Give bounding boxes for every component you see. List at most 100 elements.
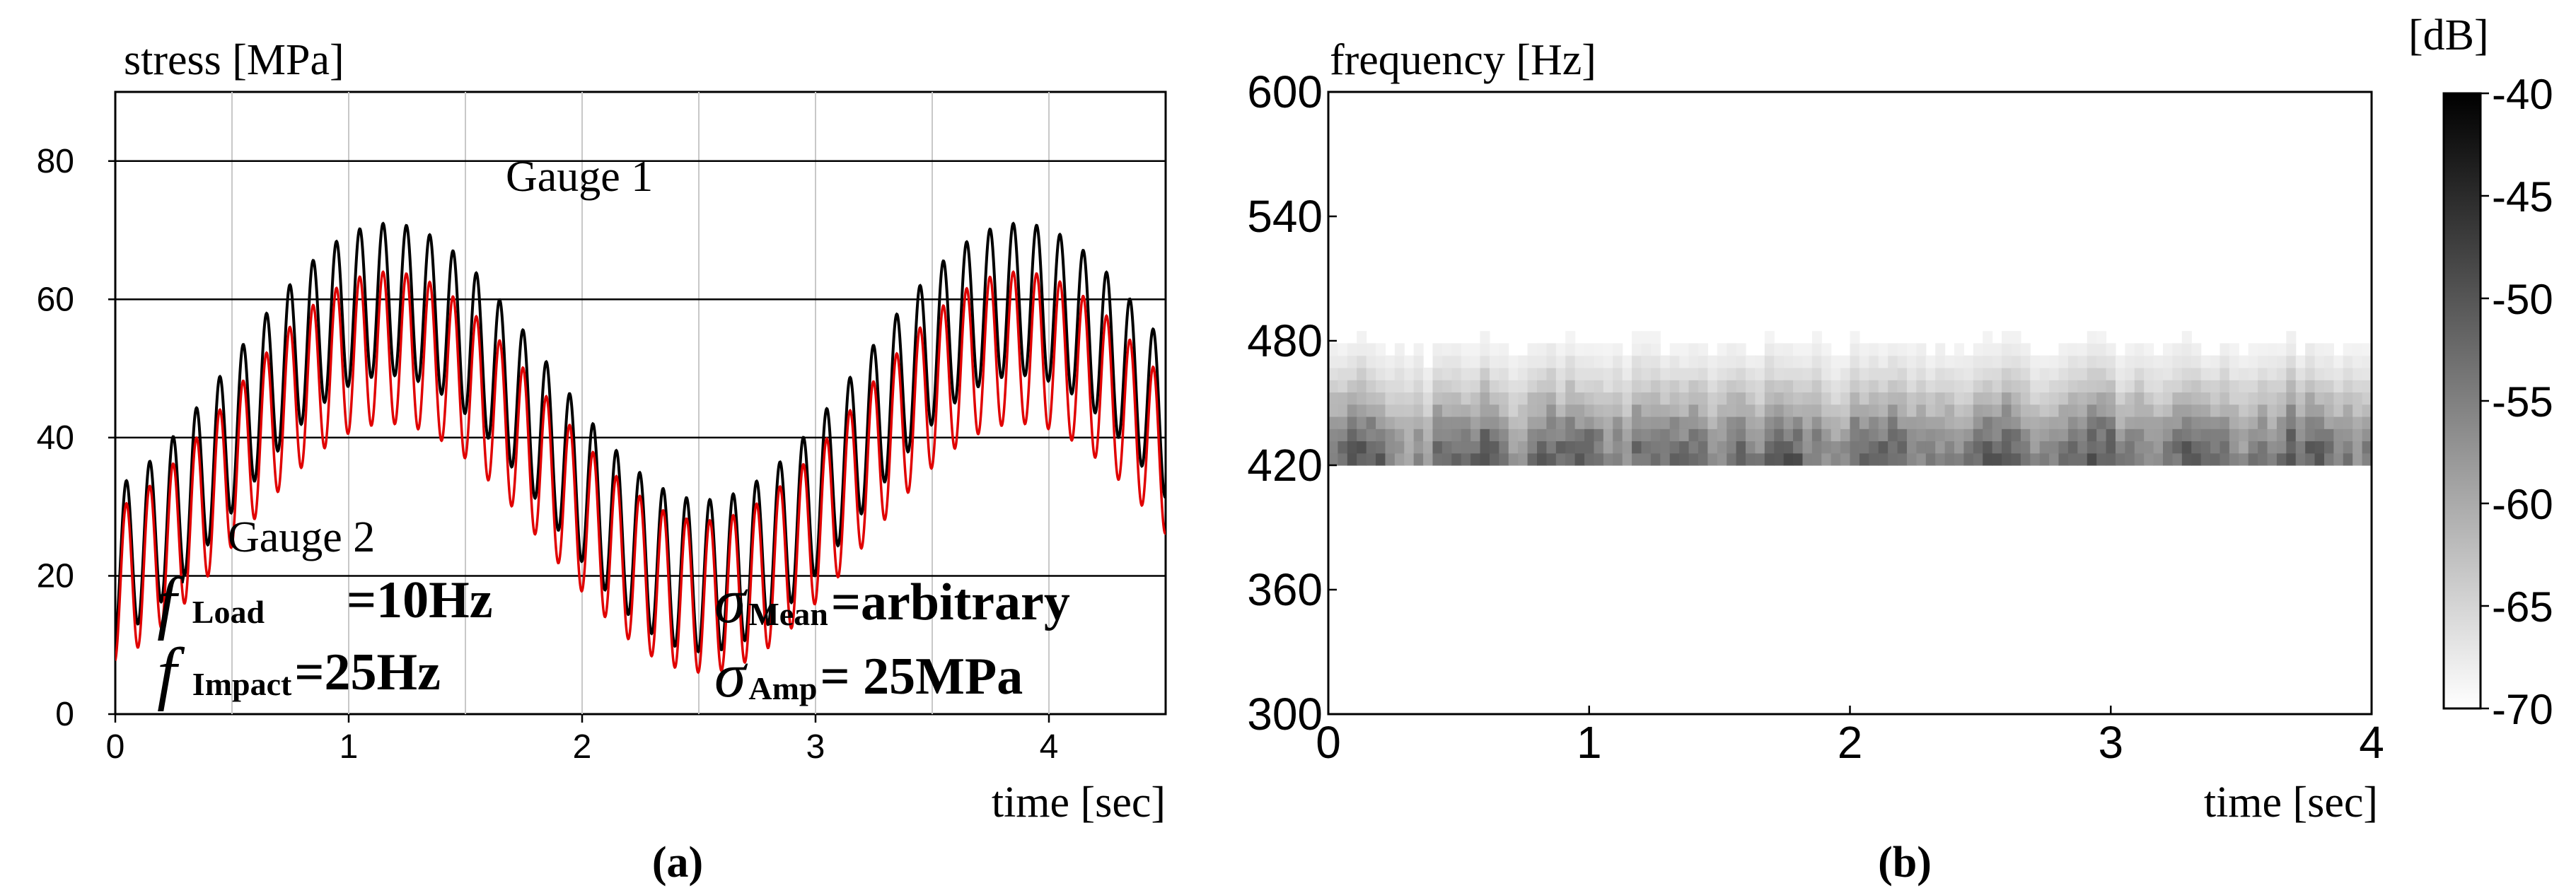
spectrogram-cell: [2067, 380, 2078, 393]
spectrogram-cell: [1489, 404, 1499, 417]
spectrogram-cell: [1650, 416, 1661, 429]
spectrogram-cell: [1746, 428, 1756, 442]
spectrogram-cell: [1992, 355, 2002, 368]
spectrogram-cell: [2115, 404, 2125, 417]
spectrogram-cell: [2181, 343, 2192, 356]
spectrogram-cell: [1376, 453, 1386, 466]
spectrogram-cell: [2200, 355, 2211, 368]
spectrogram-cell: [1632, 453, 1642, 466]
spectrogram-cell: [2323, 416, 2334, 429]
spectrogram-cell: [1603, 440, 1613, 454]
spectrogram-cell: [2276, 440, 2287, 454]
spectrogram-cell: [2362, 355, 2372, 368]
spectrogram-cell: [1774, 392, 1785, 405]
panel-a-x-ticks: 0 1 2 3 4: [106, 714, 1058, 766]
spectrogram-cell: [2106, 380, 2116, 393]
spectrogram-cell: [1489, 355, 1499, 368]
spectrogram-cell: [1622, 355, 1632, 368]
spectrogram-cell: [1727, 343, 1737, 356]
spectrogram-cell: [1669, 416, 1680, 429]
spectrogram-cell: [1385, 367, 1396, 380]
spectrogram-cell: [1679, 367, 1690, 380]
spectrogram-cell: [2058, 440, 2069, 454]
spectrogram-cell: [1518, 367, 1528, 380]
spectrogram-cell: [1897, 380, 1908, 393]
spectrogram-cell: [2362, 428, 2372, 442]
spectrogram-cell: [1347, 367, 1357, 380]
spectrogram-cell: [1774, 404, 1785, 417]
spectrogram-cell: [1821, 355, 1832, 368]
spectrogram-cell: [1480, 404, 1490, 417]
spectrogram-cell: [1831, 355, 1841, 368]
spectrogram-cell: [2125, 416, 2135, 429]
spectrogram-cell: [1774, 428, 1785, 442]
sigma-mean-subscript: Mean: [748, 596, 828, 632]
spectrogram-cell: [2115, 428, 2125, 442]
spectrogram-cell: [1622, 367, 1632, 380]
spectrogram-cell: [2352, 428, 2363, 442]
spectrogram-cell: [1869, 453, 1879, 466]
spectrogram-cell: [1508, 440, 1519, 454]
spectrogram-cell: [2258, 453, 2268, 466]
spectrogram-cell: [1802, 380, 1813, 393]
spectrogram-cell: [1660, 453, 1671, 466]
spectrogram-cell: [2343, 367, 2353, 380]
spectrogram-cell: [1878, 392, 1889, 405]
spectrogram-cell: [2077, 392, 2088, 405]
spectrogram-cell: [1613, 404, 1623, 417]
spectrogram-cell: [1518, 380, 1528, 393]
spectrogram-cell: [1669, 367, 1680, 380]
spectrogram-cell: [2172, 355, 2183, 368]
spectrogram-cell: [2200, 428, 2211, 442]
spectrogram-cell: [1679, 404, 1690, 417]
spectrogram-cell: [2096, 343, 2107, 356]
spectrogram-cell: [1954, 440, 1965, 454]
spectrogram-cell: [1774, 355, 1785, 368]
spectrogram-cell: [2305, 404, 2316, 417]
colorbar-tick-label: -40: [2492, 71, 2553, 118]
spectrogram-cell: [1688, 367, 1699, 380]
spectrogram-cell: [1897, 416, 1908, 429]
spectrogram-cell: [1973, 380, 1983, 393]
sigma-amp-value: = 25MPa: [820, 648, 1023, 706]
spectrogram-cell: [2049, 380, 2060, 393]
spectrogram-cell: [1347, 404, 1357, 417]
f-load-subscript: Load: [192, 594, 265, 630]
spectrogram-cell: [1357, 331, 1367, 344]
spectrogram-cell: [1603, 416, 1613, 429]
spectrogram-cell: [1632, 380, 1642, 393]
spectrogram-cell: [1594, 404, 1604, 417]
spectrogram-cell: [1992, 453, 2002, 466]
spectrogram-cell: [1366, 453, 1376, 466]
spectrogram-cell: [2258, 367, 2268, 380]
spectrogram-cell: [2011, 453, 2021, 466]
spectrogram-cell: [2352, 416, 2363, 429]
spectrogram-cell: [1954, 453, 1965, 466]
spectrogram-cell: [1736, 367, 1746, 380]
spectrogram-cell: [2352, 440, 2363, 454]
spectrogram-cell: [1774, 440, 1785, 454]
spectrogram-cell: [1499, 392, 1509, 405]
spectrogram-cell: [2058, 428, 2069, 442]
spectrogram-cell: [2049, 404, 2060, 417]
spectrogram-cell: [2163, 392, 2174, 405]
spectrogram-cell: [1555, 343, 1566, 356]
spectrogram-cell: [1328, 380, 1339, 393]
spectrogram-cell: [2200, 453, 2211, 466]
spectrogram-cell: [1973, 416, 1983, 429]
spectrogram-cell: [2220, 416, 2230, 429]
spectrogram-cell: [1688, 416, 1699, 429]
spectrogram-cell: [2020, 453, 2031, 466]
spectrogram-cell: [1707, 428, 1718, 442]
spectrogram-cell: [2163, 367, 2174, 380]
panel-a-xtick-label: 2: [573, 728, 592, 766]
spectrogram-cell: [1328, 416, 1339, 429]
spectrogram-cell: [1850, 380, 1860, 393]
spectrogram-cell: [2115, 416, 2125, 429]
spectrogram-cell: [1641, 416, 1652, 429]
spectrogram-cell: [2002, 355, 2012, 368]
spectrogram-cell: [1441, 416, 1452, 429]
spectrogram-cell: [1925, 440, 1936, 454]
spectrogram-cell: [1840, 392, 1851, 405]
spectrogram-cell: [2191, 453, 2202, 466]
